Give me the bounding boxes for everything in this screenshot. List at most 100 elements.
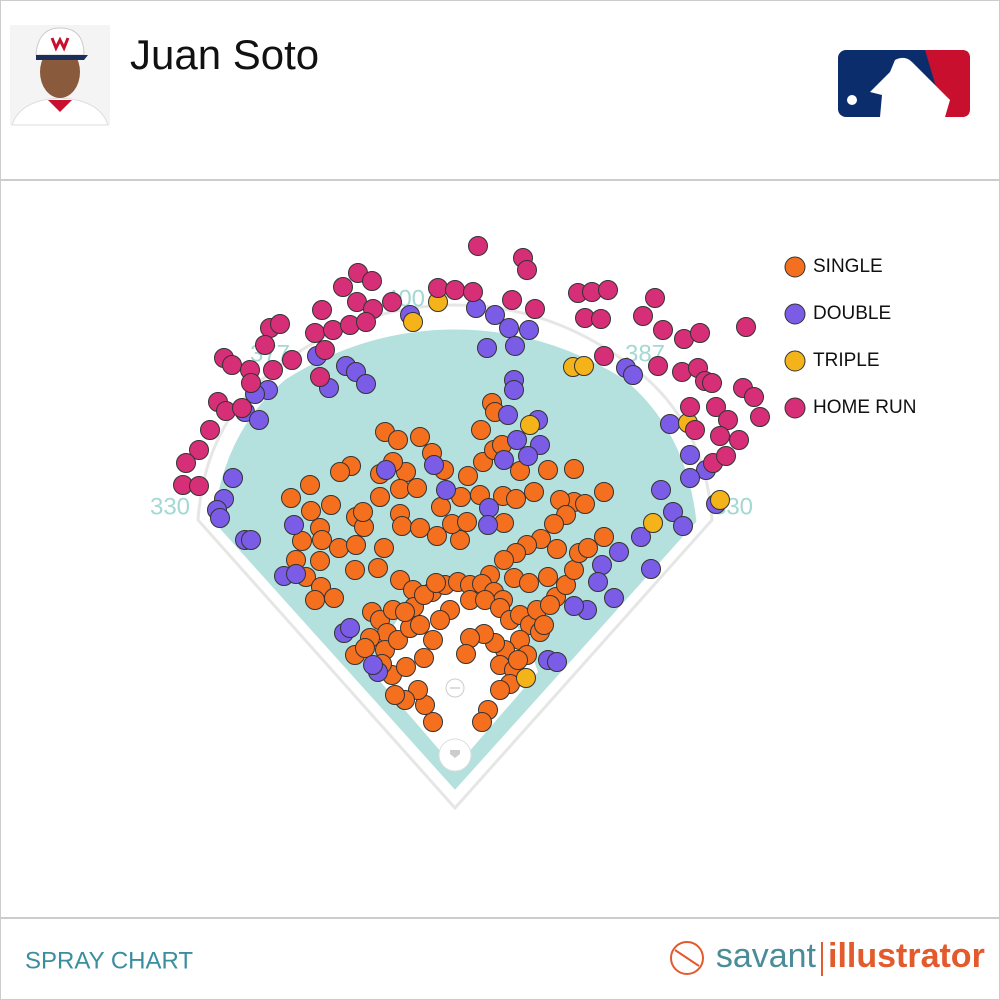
hit-point <box>736 317 756 337</box>
hit-point <box>355 638 375 658</box>
hit-point <box>471 420 491 440</box>
hit-point <box>534 615 554 635</box>
hit-point <box>594 527 614 547</box>
hit-point <box>362 271 382 291</box>
hit-point <box>200 420 220 440</box>
hit-point <box>426 573 446 593</box>
hit-point <box>321 495 341 515</box>
hit-point <box>645 288 665 308</box>
hit-point <box>345 560 365 580</box>
hit-point <box>323 320 343 340</box>
hit-point <box>329 538 349 558</box>
hit-point <box>750 407 770 427</box>
hit-point <box>385 685 405 705</box>
hit-point <box>716 446 736 466</box>
hit-point <box>390 479 410 499</box>
hit-point <box>356 374 376 394</box>
hit-point <box>410 427 430 447</box>
hit-point <box>564 560 584 580</box>
hit-point <box>407 478 427 498</box>
hit-point <box>506 489 526 509</box>
hit-point <box>222 355 242 375</box>
hit-point <box>270 314 290 334</box>
hit-point <box>395 602 415 622</box>
hit-point <box>353 502 373 522</box>
hit-point <box>660 414 680 434</box>
hit-point <box>382 292 402 312</box>
hit-point <box>718 410 738 430</box>
hit-point <box>538 460 558 480</box>
hit-point <box>292 531 312 551</box>
hit-point <box>544 514 564 534</box>
hit-point <box>450 530 470 550</box>
hit-point <box>519 320 539 340</box>
hit-point <box>729 430 749 450</box>
hit-point <box>479 498 499 518</box>
hit-point <box>547 652 567 672</box>
hit-point <box>591 309 611 329</box>
hit-point <box>538 567 558 587</box>
hit-point <box>609 542 629 562</box>
hit-point <box>436 480 456 500</box>
hit-point <box>241 530 261 550</box>
hit-point <box>392 516 412 536</box>
headshot <box>10 25 110 126</box>
hit-point <box>427 526 447 546</box>
hit-point <box>363 655 383 675</box>
hit-point <box>424 455 444 475</box>
hit-point <box>301 501 321 521</box>
hit-point <box>517 260 537 280</box>
hit-point <box>255 335 275 355</box>
hit-point <box>457 512 477 532</box>
hit-point <box>594 482 614 502</box>
hit-point <box>623 365 643 385</box>
hit-point <box>403 312 423 332</box>
hit-point <box>685 420 705 440</box>
legend-label: HOME RUN <box>813 397 916 418</box>
hit-point <box>315 340 335 360</box>
hit-point <box>494 550 514 570</box>
hit-point <box>463 282 483 302</box>
hit-point <box>305 590 325 610</box>
hit-point <box>598 280 618 300</box>
hit-point <box>520 415 540 435</box>
hit-point <box>478 515 498 535</box>
hit-point <box>428 278 448 298</box>
hit-point <box>505 336 525 356</box>
hit-point <box>643 513 663 533</box>
hit-point <box>502 290 522 310</box>
hit-point <box>312 300 332 320</box>
hit-point <box>232 398 252 418</box>
legend-swatch <box>784 350 806 372</box>
hit-point <box>653 320 673 340</box>
hit-point <box>519 573 539 593</box>
hit-point <box>376 460 396 480</box>
hit-point <box>525 299 545 319</box>
hit-point <box>641 559 661 579</box>
mlb-logo <box>838 50 970 117</box>
hit-point <box>310 367 330 387</box>
hit-point <box>710 426 730 446</box>
hit-point <box>592 555 612 575</box>
brand: savant <box>716 937 817 975</box>
hit-point <box>410 615 430 635</box>
hit-point <box>690 323 710 343</box>
hit-point <box>472 712 492 732</box>
footer-label: SPRAY CHART <box>25 947 193 974</box>
hit-point <box>176 453 196 473</box>
hit-point <box>324 588 344 608</box>
hit-point <box>651 480 671 500</box>
hit-point <box>189 440 209 460</box>
hit-point <box>468 236 488 256</box>
footer-logo <box>670 941 823 976</box>
hit-point <box>286 564 306 584</box>
hit-point <box>516 668 536 688</box>
hit-point <box>604 588 624 608</box>
hit-point <box>310 551 330 571</box>
series-0 <box>281 393 614 732</box>
hit-point <box>241 373 261 393</box>
hit-point <box>263 360 283 380</box>
hit-point <box>305 323 325 343</box>
hit-point <box>477 338 497 358</box>
hit-point <box>673 516 693 536</box>
